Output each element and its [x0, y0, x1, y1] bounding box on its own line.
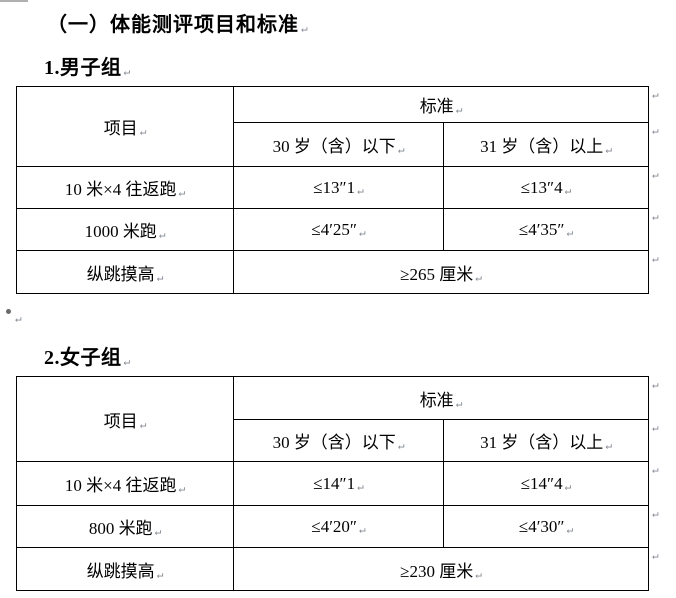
paragraph-mark: ↵: [139, 417, 147, 431]
paragraph-mark: ↵: [357, 479, 364, 493]
cell-item-shuttle-run: 10 米×4 往返跑 ↵: [16, 166, 234, 209]
row-end-mark: ↵: [652, 88, 659, 101]
paragraph-mark: ↵: [178, 482, 186, 495]
paragraph-mark: ↵: [123, 65, 131, 78]
table-row: 纵跳摸高 ↵ ≥230 厘米 ↵: [16, 547, 649, 591]
row-end-mark: ↵: [652, 549, 659, 562]
row-end-mark: ↵: [652, 210, 659, 223]
header-cell-standard: 标准 ↵: [233, 376, 649, 420]
table-row: 项目 ↵ 标准 ↵: [16, 86, 649, 167]
cell-item-vertical-jump: 纵跳摸高 ↵: [16, 547, 234, 591]
cell-value-over31: ≤14″4 ↵: [443, 461, 649, 506]
header-cell-over31: 31 岁（含）以上 ↵: [443, 419, 649, 462]
paragraph-mark: ↵: [359, 522, 366, 536]
paragraph-mark: ↵: [455, 103, 463, 116]
women-standards-table: 项目 ↵ 标准 ↵ 30 岁（含）以下 ↵ 31 岁（含）以上 ↵ 10 米×4 往返跑…: [16, 376, 649, 591]
paragraph-mark: ↵: [564, 183, 572, 197]
cell-value-both-ages: ≥230 厘米 ↵: [233, 547, 649, 591]
cell-value-under30: ≤13″1 ↵: [233, 166, 444, 209]
paragraph-mark: ↵: [154, 525, 162, 538]
paragraph-mark: ↵: [139, 125, 147, 138]
cell-value-over31: ≤4′35″ ↵: [443, 208, 649, 251]
table-row: 10 米×4 往返跑 ↵ ≤14″1 ↵ ≤14″4 ↵: [16, 461, 649, 506]
paragraph-mark: ↵: [359, 225, 366, 239]
header-cell-under30: 30 岁（含）以下 ↵: [233, 419, 444, 462]
row-end-mark: ↵: [652, 124, 659, 137]
cell-value-under30: ≤4′25″ ↵: [233, 208, 444, 251]
paragraph-mark: ↵: [605, 143, 612, 156]
cell-value-under30: ≤4′20″ ↵: [233, 505, 444, 548]
bullet-icon: [6, 309, 11, 314]
paragraph-mark: ↵: [475, 270, 482, 284]
paragraph-mark: ↵: [156, 270, 164, 284]
table-row: 项目 ↵ 标准 ↵: [16, 376, 649, 462]
cell-value-under30: ≤14″1 ↵: [233, 461, 444, 506]
women-group-heading: 2.女子组 ↵: [44, 341, 131, 370]
paragraph-mark: ↵: [301, 22, 309, 35]
paragraph-mark: ↵: [475, 567, 482, 581]
empty-bullet-item: ↵: [6, 304, 22, 325]
section-heading-text: （一）体能测评项目和标准: [47, 14, 299, 36]
paragraph-mark: ↵: [455, 396, 463, 410]
men-standards-table: 项目 ↵ 标准 ↵ 30 岁（含）以下 ↵ 31 岁（含）以上 ↵ 10 米×4 往返跑…: [16, 86, 649, 294]
paragraph-mark: ↵: [397, 439, 405, 452]
row-end-mark: ↵: [652, 252, 659, 265]
cell-value-both-ages: ≥265 厘米 ↵: [233, 250, 649, 294]
table-row: 纵跳摸高 ↵ ≥265 厘米 ↵: [16, 250, 649, 294]
table-row: 1000 米跑 ↵ ≤4′25″ ↵ ≤4′35″ ↵: [16, 208, 649, 251]
table-row: 10 米×4 往返跑 ↵ ≤13″1 ↵ ≤13″4 ↵: [16, 166, 649, 209]
header-cell-under30: 30 岁（含）以下 ↵: [233, 122, 444, 167]
women-group-heading-text: 2.女子组: [44, 347, 122, 369]
row-end-mark: ↵: [652, 378, 659, 391]
paragraph-mark: ↵: [397, 143, 405, 156]
row-end-mark: ↵: [652, 507, 659, 520]
women-standards-table-wrap: 项目 ↵ 标准 ↵ 30 岁（含）以下 ↵ 31 岁（含）以上 ↵ 10 米×4 往返跑…: [16, 376, 659, 591]
table-row: 800 米跑 ↵ ≤4′20″ ↵ ≤4′30″ ↵: [16, 505, 649, 548]
paragraph-mark: ↵: [158, 228, 166, 241]
header-cell-item: 项目 ↵: [16, 86, 234, 167]
header-cell-standard: 标准 ↵: [233, 86, 649, 123]
corner-artifact: [0, 0, 28, 2]
paragraph-mark: ↵: [156, 567, 164, 581]
row-end-mark: ↵: [652, 168, 659, 181]
paragraph-mark: ↵: [357, 183, 364, 197]
row-end-mark: ↵: [652, 421, 659, 434]
header-cell-over31: 31 岁（含）以上 ↵: [443, 122, 649, 167]
section-heading: （一）体能测评项目和标准 ↵: [47, 8, 309, 37]
cell-item-vertical-jump: 纵跳摸高 ↵: [16, 250, 234, 294]
cell-item-distance-run: 800 米跑 ↵: [16, 505, 234, 548]
paragraph-mark: ↵: [566, 225, 574, 239]
cell-value-over31: ≤13″4 ↵: [443, 166, 649, 209]
men-standards-table-wrap: 项目 ↵ 标准 ↵ 30 岁（含）以下 ↵ 31 岁（含）以上 ↵ 10 米×4 往返跑…: [16, 86, 659, 294]
row-end-mark: ↵: [652, 463, 659, 476]
paragraph-mark: ↵: [123, 355, 131, 368]
paragraph-mark: ↵: [15, 312, 22, 325]
men-group-heading: 1.男子组 ↵: [44, 51, 131, 80]
men-group-heading-text: 1.男子组: [44, 57, 122, 79]
cell-value-over31: ≤4′30″ ↵: [443, 505, 649, 548]
paragraph-mark: ↵: [564, 479, 572, 493]
paragraph-mark: ↵: [605, 439, 612, 452]
table-row: 30 岁（含）以下 ↵ 31 岁（含）以上 ↵: [17, 122, 649, 167]
cell-item-shuttle-run: 10 米×4 往返跑 ↵: [16, 461, 234, 506]
paragraph-mark: ↵: [566, 522, 574, 536]
header-cell-item: 项目 ↵: [16, 376, 234, 462]
paragraph-mark: ↵: [178, 186, 186, 199]
cell-item-distance-run: 1000 米跑 ↵: [16, 208, 234, 251]
